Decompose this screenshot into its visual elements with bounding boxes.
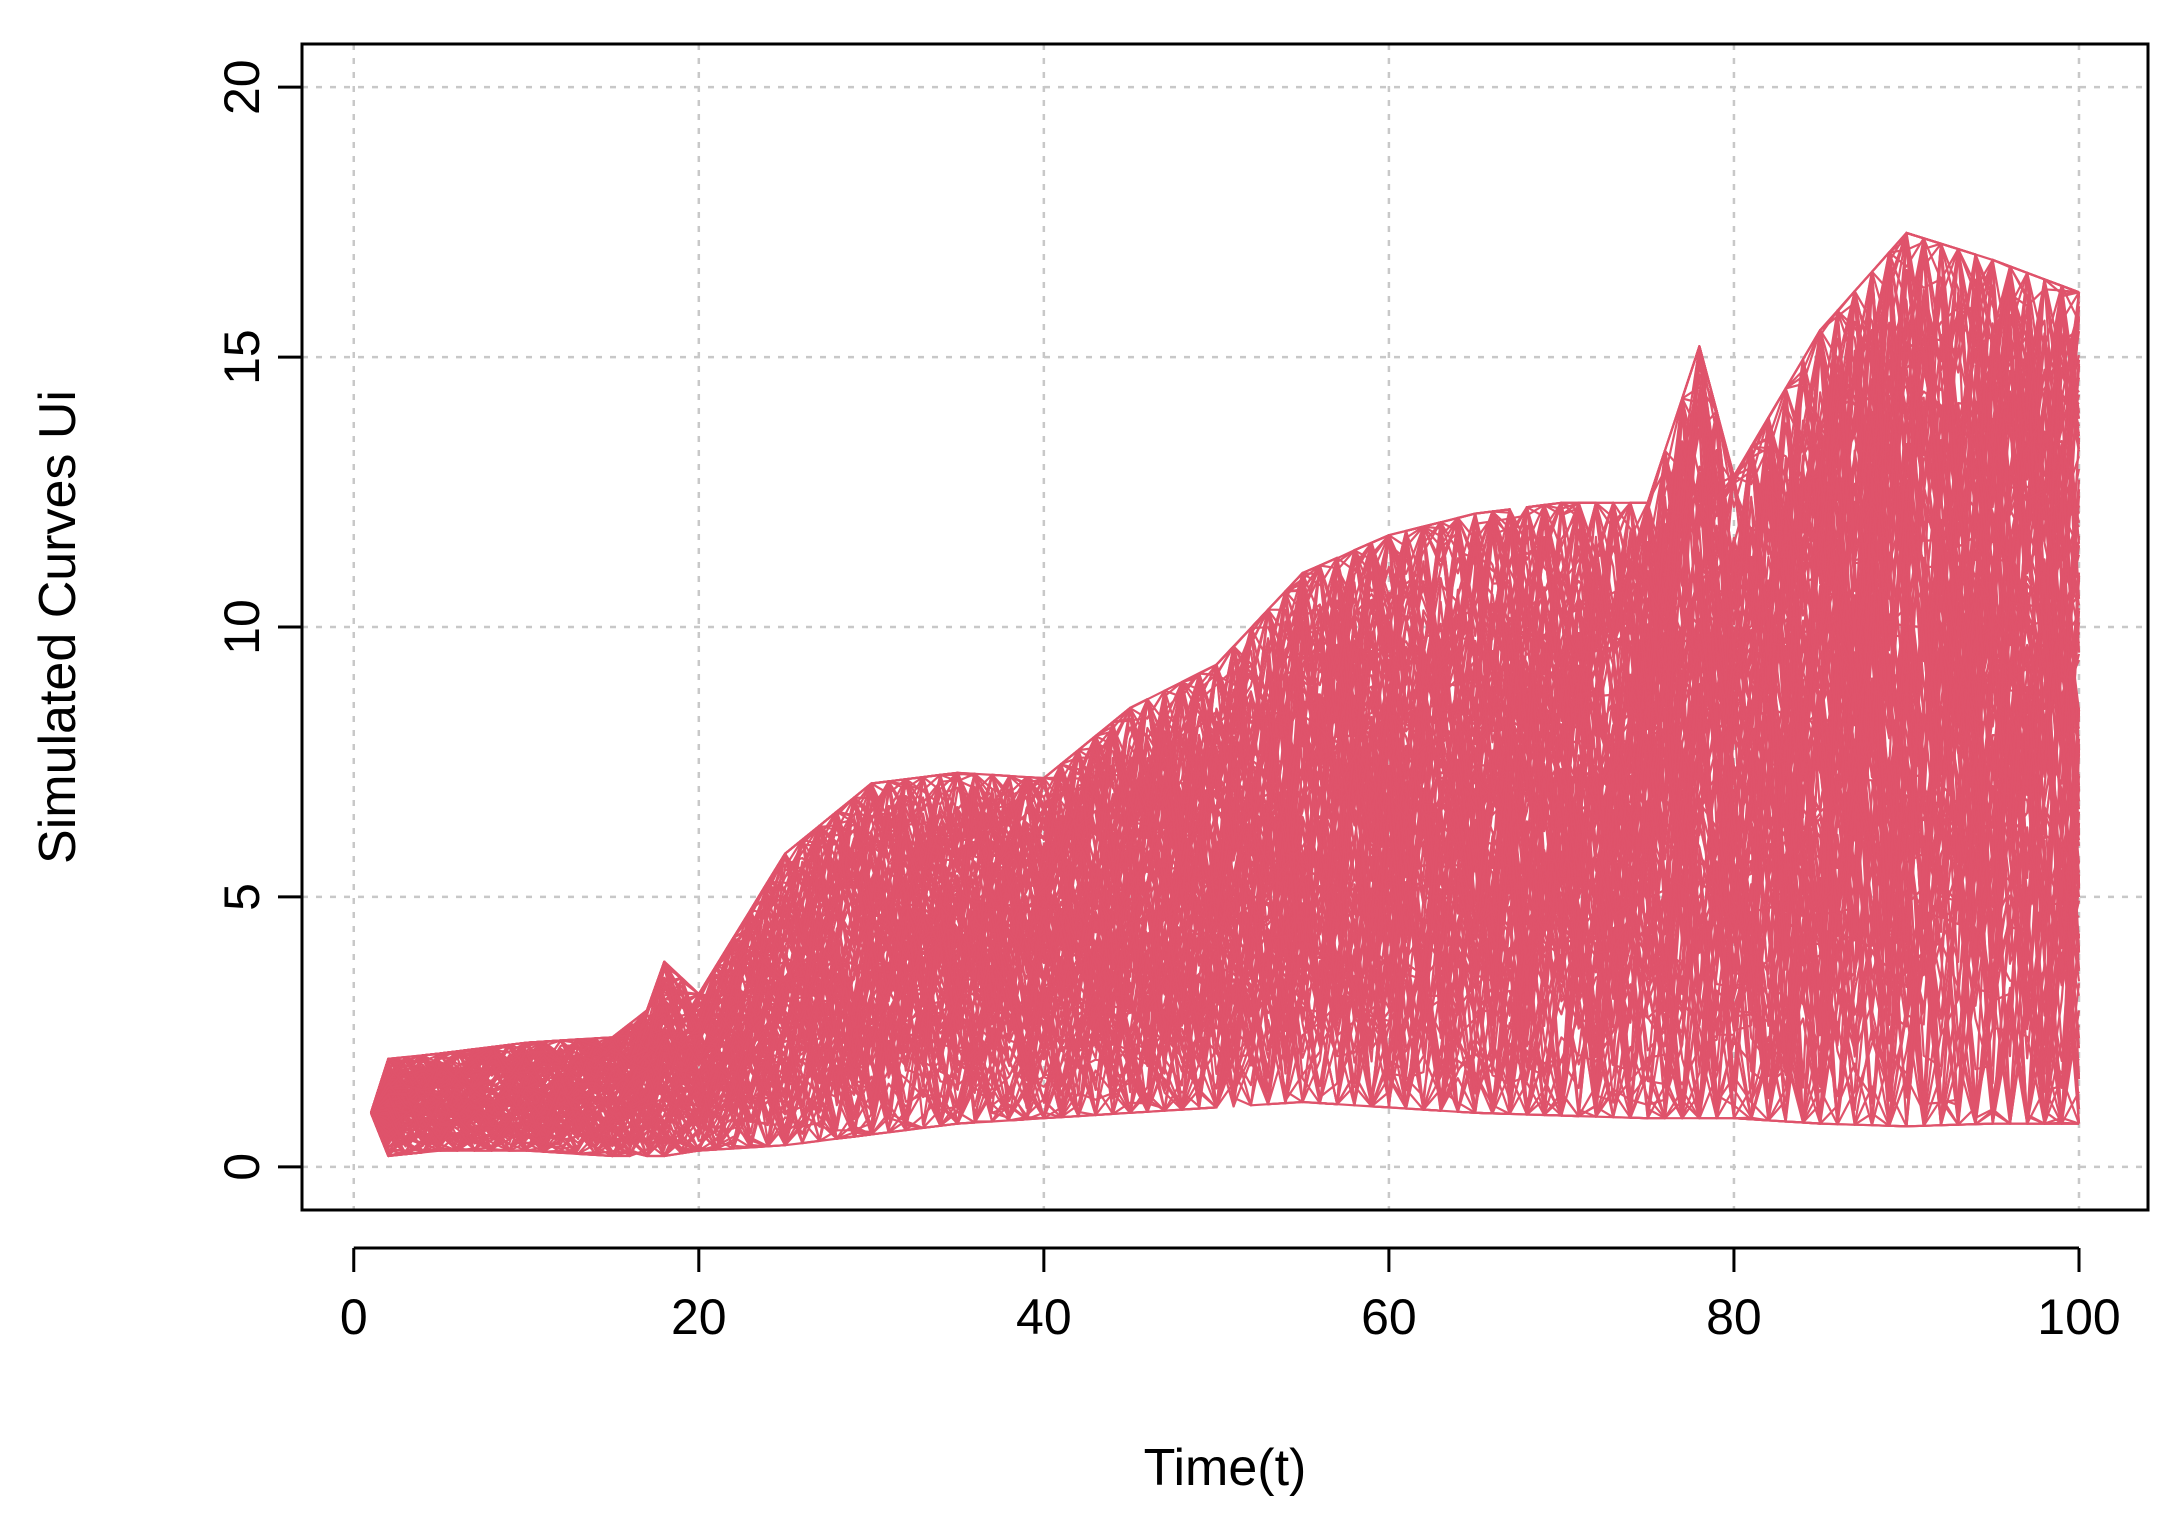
- curve-147: [369, 873, 2081, 1153]
- y-tick-label-0: 0: [214, 1153, 270, 1181]
- y-axis: 0 5 10 15 20: [214, 59, 304, 1181]
- simulated-curves: [369, 231, 2081, 1158]
- curve-150: [370, 588, 2080, 1136]
- x-axis-title: Time(t): [1144, 1439, 1307, 1497]
- curve-137: [370, 476, 2081, 1131]
- curve-144: [370, 785, 2081, 1158]
- curve-128: [370, 639, 2081, 1144]
- x-tick-label-100: 100: [2037, 1289, 2120, 1345]
- x-tick-label-20: 20: [671, 1289, 727, 1345]
- curve-146: [369, 231, 2081, 1114]
- x-tick-label-80: 80: [1706, 1289, 1762, 1345]
- y-tick-label-5: 5: [214, 883, 270, 911]
- curve-142: [370, 242, 2080, 1114]
- x-tick-label-0: 0: [340, 1289, 368, 1345]
- x-axis: 0 20 40 60 80 100: [340, 1246, 2121, 1345]
- curve-149: [370, 689, 2081, 1158]
- y-axis-title: Simulated Curves Ui: [29, 390, 87, 864]
- y-tick-label-10: 10: [214, 599, 270, 655]
- y-tick-label-20: 20: [214, 59, 270, 115]
- curve-131: [370, 568, 2081, 1140]
- x-tick-label-60: 60: [1361, 1289, 1417, 1345]
- curve-92: [370, 811, 2081, 1158]
- curve-141: [370, 281, 2081, 1114]
- curve-143: [370, 817, 2079, 1158]
- x-tick-label-40: 40: [1016, 1289, 1072, 1345]
- curve-148: [370, 302, 2081, 1115]
- y-tick-label-15: 15: [214, 329, 270, 385]
- curve-98: [370, 423, 2081, 1114]
